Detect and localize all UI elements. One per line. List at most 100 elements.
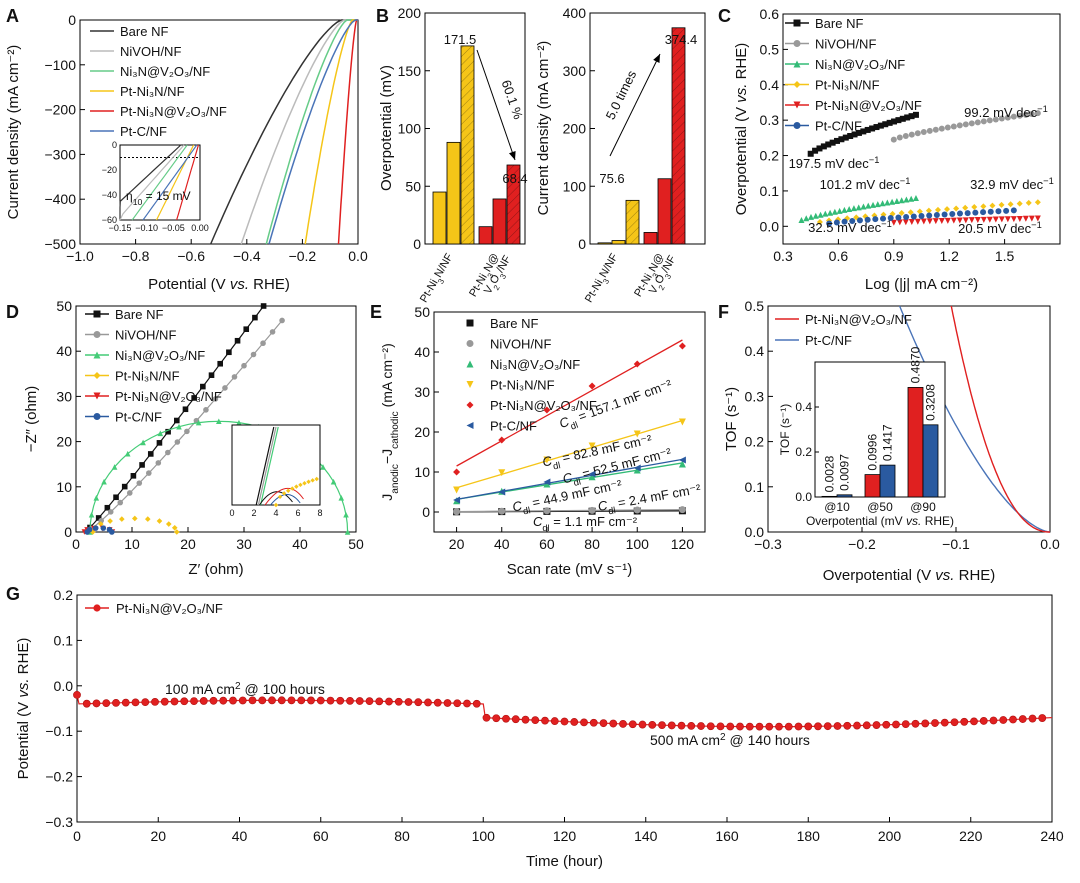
data-point [633, 360, 641, 368]
data-point [896, 219, 903, 226]
data-point [414, 698, 423, 707]
bar [643, 232, 658, 245]
data-point [226, 349, 232, 356]
data-point [914, 130, 921, 137]
data-point [944, 124, 951, 131]
y-tick-label: 0 [578, 236, 586, 252]
x-axis-title: Overpotential (V vs. RHE) [823, 567, 996, 584]
data-point [156, 440, 163, 446]
data-point [803, 215, 810, 222]
x-axis-title: Z′ (ohm) [188, 561, 243, 578]
panel-e-frame [433, 311, 706, 533]
x-tick-label: 50 [348, 536, 364, 552]
data-point [1022, 215, 1029, 222]
data-point [884, 199, 891, 206]
data-point [443, 699, 452, 707]
legend-marker [466, 340, 474, 347]
arrow-head [508, 151, 516, 160]
data-point [971, 204, 978, 211]
data-point [903, 196, 910, 203]
data-point [877, 122, 884, 129]
legend-marker [93, 413, 101, 420]
x-tick-label: −1.0 [66, 248, 94, 264]
y-axis-title: Janodic−Jcathodic (mA cm⁻²) [379, 343, 401, 500]
data-point [260, 303, 267, 309]
data-point [716, 722, 725, 731]
legend-label: Pt-Ni₃N/NF [815, 78, 880, 93]
legend-marker [466, 381, 474, 388]
data-point [147, 451, 154, 457]
data-point [238, 696, 247, 705]
legend-label: NiVOH/NF [115, 328, 176, 343]
inset-x-tick-label: 8 [317, 508, 322, 518]
y-tick-label: −0.1 [45, 723, 73, 739]
data-point [521, 715, 530, 724]
data-point [992, 116, 999, 123]
inset-bar [864, 474, 881, 498]
fit-line [456, 508, 683, 513]
data-point [864, 216, 871, 223]
x-tick-label: 0.6 [829, 248, 849, 264]
y-tick-label: 0.2 [760, 148, 780, 164]
data-point [890, 219, 897, 226]
y-tick-label: 100 [398, 121, 422, 137]
data-point [932, 126, 939, 133]
data-point [678, 456, 686, 464]
data-point [853, 721, 861, 730]
data-point [901, 720, 910, 729]
y-tick-label: 50 [56, 298, 72, 314]
data-point [236, 419, 242, 426]
inset-series [131, 144, 188, 221]
data-point [165, 521, 172, 527]
data-point [176, 423, 182, 430]
data-point [899, 115, 906, 122]
data-point [580, 718, 588, 727]
inset-series [119, 144, 185, 221]
inset-data-point [314, 476, 319, 482]
data-point [956, 122, 963, 129]
series-line [210, 19, 358, 245]
value-label: 374.4 [665, 32, 698, 47]
data-point [856, 217, 863, 224]
data-point [121, 483, 128, 490]
data-point [250, 351, 257, 358]
data-point [498, 507, 506, 515]
data-point [633, 506, 641, 514]
inset-x-tick-label: −0.15 [109, 223, 132, 233]
x-tick-label: −0.8 [122, 248, 150, 264]
legend-label: Pt-Ni₃N@V₂O₃/NF [116, 601, 223, 616]
data-point [502, 714, 510, 723]
y-tick-label: −0.2 [45, 769, 73, 785]
y-tick-label: 0.1 [760, 183, 780, 199]
data-point [658, 721, 666, 730]
legend-marker [93, 310, 101, 318]
data-point [107, 509, 114, 515]
legend-label: Ni₃N@V₂O₃/NF [120, 64, 210, 79]
slope-label: 197.5 mV dec−1 [789, 155, 880, 171]
data-point [588, 382, 596, 390]
data-point [139, 462, 145, 468]
data-point [316, 696, 325, 705]
data-point [904, 114, 911, 121]
panel-b-frame [589, 12, 706, 245]
data-point [73, 690, 81, 699]
data-point [212, 396, 219, 402]
data-point [841, 218, 848, 225]
x-tick-label: 1.2 [939, 248, 959, 264]
data-point [812, 147, 819, 154]
inset-x-tick-label: 0.00 [191, 223, 209, 233]
data-point [912, 195, 919, 201]
data-point [826, 220, 833, 227]
fit-line [456, 458, 683, 500]
legend-label: Ni₃N@V₂O₃/NF [490, 357, 580, 372]
panel-f-frame [767, 305, 1051, 533]
data-point [944, 217, 951, 224]
data-point [101, 478, 107, 485]
x-tick-label: 0.3 [773, 248, 793, 264]
inset-annotation: η10 = 15 mV [126, 189, 191, 207]
inset-y-tick-label: 0.0 [795, 490, 812, 504]
data-point [90, 529, 96, 535]
value-label: 75.6 [599, 171, 624, 186]
data-point [938, 125, 945, 132]
